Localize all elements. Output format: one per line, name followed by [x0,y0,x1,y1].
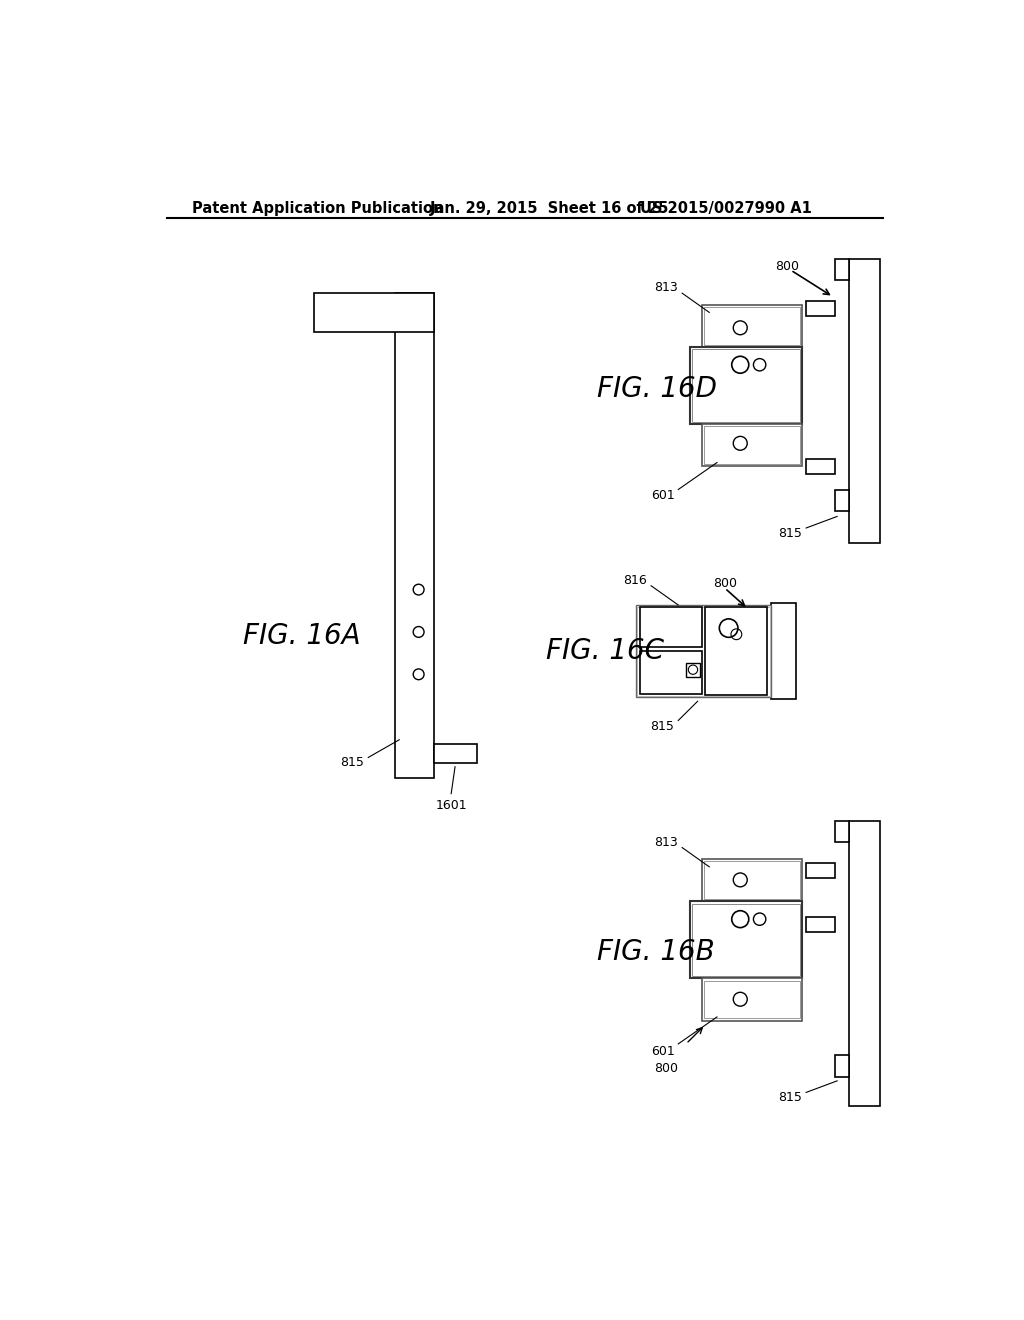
Bar [636,605,771,697]
Text: 601: 601 [650,1045,675,1059]
Bar [703,308,800,345]
Text: 813: 813 [654,281,678,294]
Bar [771,603,796,700]
Text: 800: 800 [775,260,799,273]
Text: FIG. 16C: FIG. 16C [547,638,665,665]
Bar [314,293,434,331]
Text: Patent Application Publication: Patent Application Publication [193,201,443,216]
Bar [849,821,880,1106]
Text: Jan. 29, 2015  Sheet 16 of 25: Jan. 29, 2015 Sheet 16 of 25 [430,201,670,216]
Text: FIG. 16D: FIG. 16D [597,375,717,404]
Bar [637,607,770,696]
Text: 816: 816 [623,574,646,587]
Text: 800: 800 [654,1063,678,1074]
Bar [640,651,701,693]
Bar [835,490,849,511]
Bar [806,917,835,932]
Bar [686,663,700,677]
Bar [701,424,802,466]
Bar [434,743,477,763]
Text: 815: 815 [778,527,802,540]
Bar [701,978,802,1020]
Bar [806,459,835,474]
Text: FIG. 16A: FIG. 16A [243,622,360,649]
Bar [835,1056,849,1077]
Bar [701,859,802,902]
Bar [806,301,835,317]
Text: FIG. 16B: FIG. 16B [597,937,715,965]
Bar [692,904,800,977]
Bar [640,607,701,647]
Text: 813: 813 [654,836,678,849]
Text: 800: 800 [713,577,737,590]
Text: 815: 815 [778,1092,802,1105]
Bar [849,259,880,544]
Bar [701,305,802,347]
Text: US 2015/0027990 A1: US 2015/0027990 A1 [640,201,811,216]
Bar [395,293,434,779]
Bar [835,259,849,280]
Bar [690,347,802,424]
Bar [835,821,849,842]
Text: 601: 601 [650,490,675,502]
Bar [706,607,767,696]
Text: 815: 815 [650,721,675,733]
Bar [703,426,800,465]
Bar [703,862,800,899]
Bar [692,350,800,422]
Text: 815: 815 [341,756,365,770]
Bar [703,981,800,1019]
Bar [806,863,835,878]
Text: 1601: 1601 [435,799,467,812]
Bar [690,902,802,978]
